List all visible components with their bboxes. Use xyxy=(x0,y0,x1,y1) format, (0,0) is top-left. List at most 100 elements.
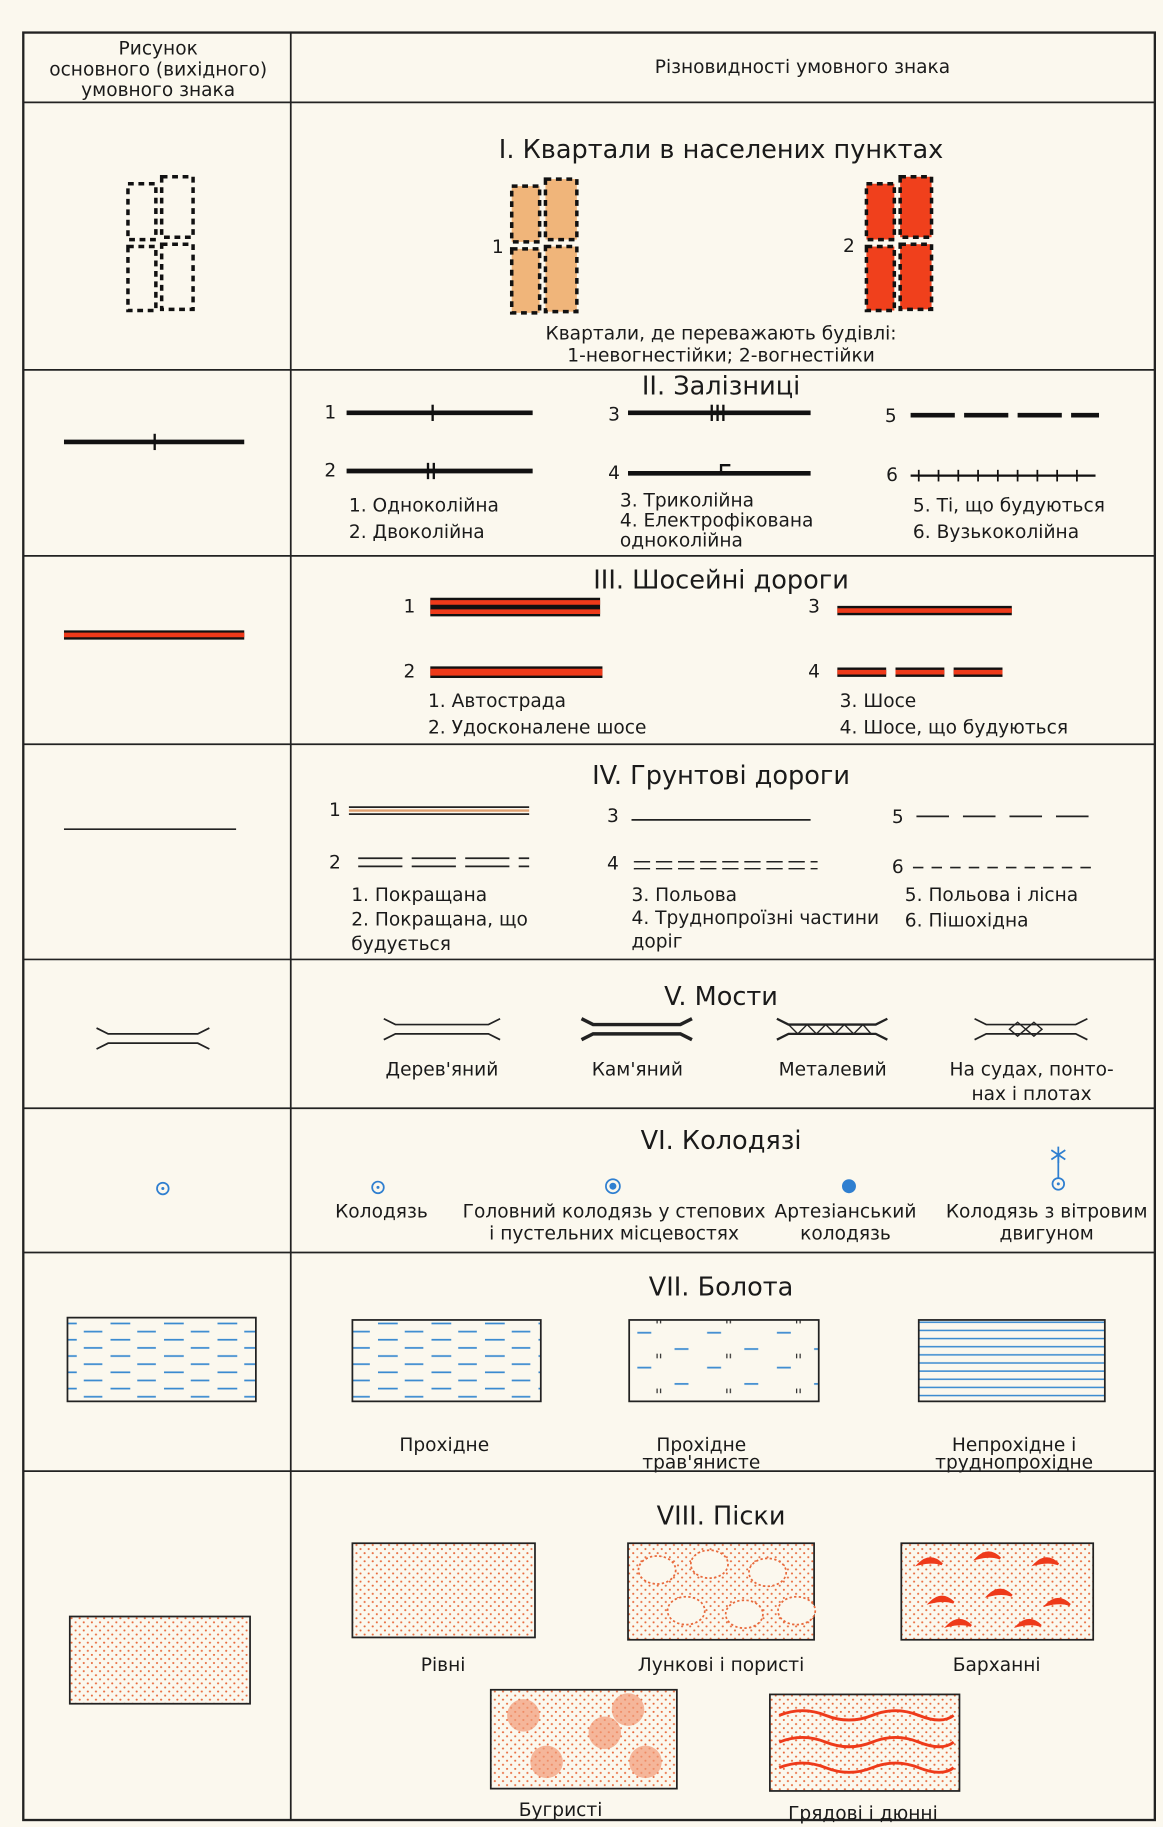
symbol-path xyxy=(926,1595,955,1605)
caption: Рівні xyxy=(421,1655,466,1676)
sand-hill xyxy=(629,1745,662,1779)
symbol-path xyxy=(776,1017,888,1026)
caption: Прохідне xyxy=(399,1435,489,1456)
header-col2: Різновидності умовного знака xyxy=(655,57,950,78)
sand-pit xyxy=(777,1595,817,1626)
caption: 6. Вузькоколійна xyxy=(913,522,1079,543)
caption: будується xyxy=(351,934,451,955)
symbol-area xyxy=(68,1615,251,1705)
caption: нах і плотах xyxy=(971,1084,1091,1105)
caption: Колодязь xyxy=(335,1201,428,1222)
sand-hill xyxy=(588,1716,622,1750)
caption: Кам'яний xyxy=(592,1059,683,1080)
sand-hill xyxy=(530,1745,563,1779)
symbol-path xyxy=(973,1551,1001,1561)
caption: 3. Шосе xyxy=(840,691,917,712)
caption: двигуном xyxy=(1000,1223,1094,1244)
block xyxy=(126,182,158,242)
caption: 2. Покращана, що xyxy=(351,909,528,930)
caption: 5. Ті, що будуються xyxy=(913,495,1105,516)
section-title: IV. Грунтові дороги xyxy=(592,761,850,791)
symbol-path xyxy=(580,1017,693,1027)
item-number: 2 xyxy=(843,236,855,257)
caption: Лункові і пористі xyxy=(638,1655,804,1676)
section-title: VIII. Піски xyxy=(657,1502,786,1532)
symbol-mark xyxy=(605,1178,621,1195)
header-col1: основного (вихідного) xyxy=(49,59,267,80)
sand-pit xyxy=(637,1555,677,1585)
symbol-path xyxy=(1042,1597,1071,1608)
item-number: 4 xyxy=(608,463,620,484)
symbol-mark xyxy=(1056,1182,1060,1186)
symbol-path xyxy=(788,1023,872,1035)
block xyxy=(509,184,542,244)
block xyxy=(509,247,542,315)
section-title: V. Мости xyxy=(664,982,778,1012)
caption: труднопрохідне xyxy=(935,1452,1093,1473)
symbol-path xyxy=(383,1032,501,1041)
caption: 1. Покращана xyxy=(351,885,487,906)
symbol-path xyxy=(383,1017,501,1026)
symbol-area xyxy=(769,1693,961,1792)
sand-pit xyxy=(748,1557,788,1588)
block xyxy=(159,175,195,239)
caption: 1. Одноколійна xyxy=(349,495,499,516)
caption: 6. Пішохідна xyxy=(905,911,1029,932)
symbol-area xyxy=(351,1542,536,1639)
item-number: 3 xyxy=(607,806,619,827)
symbol-path xyxy=(1013,1618,1042,1628)
caption: Головний колодязь у степових xyxy=(463,1201,766,1222)
symbol-path xyxy=(96,1042,210,1050)
symbol-path xyxy=(1031,1557,1060,1567)
item-number: 1 xyxy=(492,237,504,258)
symbol-mark xyxy=(371,1180,385,1195)
caption: Колодязь з вітровим xyxy=(946,1201,1148,1222)
caption: Бугристі xyxy=(519,1800,603,1821)
block xyxy=(898,242,934,312)
symbol-path xyxy=(776,1032,888,1041)
header-col1: умовного знака xyxy=(81,80,235,101)
caption: Дерев'яний xyxy=(386,1059,499,1080)
symbol-mark xyxy=(161,1187,165,1191)
table-border xyxy=(22,31,1156,1822)
caption: Прохідне xyxy=(656,1435,746,1456)
item-number: 6 xyxy=(886,465,898,486)
symbol-mark xyxy=(842,1179,856,1194)
block xyxy=(126,244,158,313)
item-number: 3 xyxy=(808,597,820,618)
caption: 3. Польова xyxy=(632,885,738,906)
caption: Квартали, де переважають будівлі: xyxy=(546,323,897,344)
symbol-area xyxy=(917,1319,1106,1403)
item-number: 1 xyxy=(329,800,341,821)
item-number: 4 xyxy=(808,662,820,683)
caption: 4. Електрофікована xyxy=(620,511,814,532)
block xyxy=(864,244,897,313)
section-title: VI. Колодязі xyxy=(641,1126,802,1156)
section-title: III. Шосейні дороги xyxy=(593,565,849,595)
caption: і пустельних місцевостях xyxy=(489,1223,739,1244)
sand-pit xyxy=(724,1599,764,1630)
symbol-path xyxy=(914,1557,943,1567)
caption: 1-невогнестійки; 2-вогнестійки xyxy=(567,345,875,366)
sand-pit xyxy=(689,1549,729,1580)
symbol-mark xyxy=(609,1182,617,1190)
caption: 5. Польова і лісна xyxy=(905,885,1078,906)
caption: Грядові і дюнні xyxy=(788,1804,938,1825)
item-number: 1 xyxy=(403,597,415,618)
symbol-path xyxy=(974,1032,1088,1041)
symbol-path xyxy=(96,1027,210,1035)
block xyxy=(898,175,934,239)
symbol-path xyxy=(719,464,731,474)
item-number: 6 xyxy=(892,857,904,878)
header-col1: Рисунок xyxy=(119,38,198,59)
section-title: VII. Болота xyxy=(649,1273,794,1303)
symbol-path xyxy=(778,1761,955,1774)
caption: Барханні xyxy=(953,1655,1041,1676)
caption: 3. Триколійна xyxy=(620,491,754,512)
block xyxy=(159,242,195,312)
symbol-path xyxy=(580,1032,693,1042)
caption: 1. Автострада xyxy=(428,691,566,712)
caption: колодязь xyxy=(800,1223,891,1244)
section-title: II. Залізниці xyxy=(642,371,800,401)
item-number: 3 xyxy=(608,405,620,426)
